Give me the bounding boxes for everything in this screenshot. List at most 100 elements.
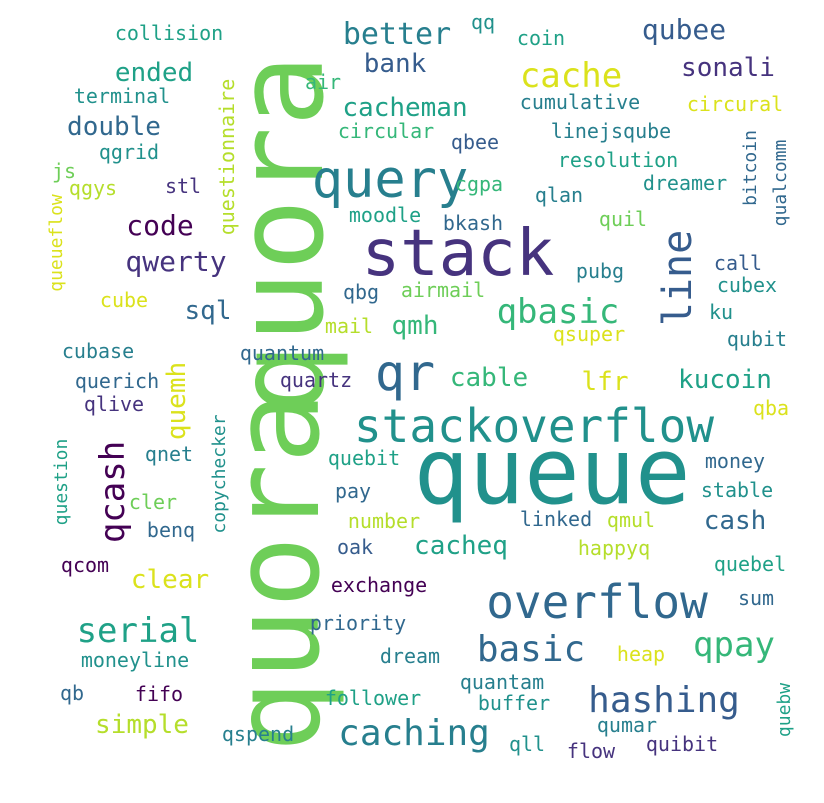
cloud-word: cumulative [519, 90, 641, 114]
cloud-word: dream [379, 644, 441, 668]
cloud-word: ku [708, 300, 734, 324]
cloud-word: buffer [477, 691, 551, 715]
cloud-word: qbg [342, 280, 380, 304]
cloud-word: stack [361, 217, 555, 291]
cloud-word: cable [449, 363, 529, 393]
cloud-word: qcom [60, 553, 110, 577]
cloud-word: qubee [641, 13, 727, 46]
cloud-word: collision [114, 21, 224, 45]
cloud-word: benq [146, 518, 196, 542]
cloud-word: ended [114, 58, 194, 88]
cloud-word: lfr [581, 367, 629, 397]
cloud-word: call [713, 251, 763, 275]
cloud-word: air [304, 70, 342, 94]
cloud-word: questionnaire [215, 78, 239, 236]
cloud-word: clear [130, 565, 210, 595]
cloud-word: quil [598, 207, 648, 231]
cloud-word: qcash [93, 440, 133, 544]
cloud-word: copychecker [209, 414, 230, 534]
cloud-word: airmail [400, 278, 486, 302]
cloud-word: quantum [239, 341, 325, 365]
cloud-word: cler [128, 490, 178, 514]
cloud-word: cacheman [342, 93, 468, 123]
cloud-word: cash [703, 506, 767, 536]
cloud-word: dreamer [642, 171, 728, 195]
cloud-word: bkash [442, 211, 504, 235]
cloud-word: coin [516, 26, 566, 50]
cloud-word: queue [413, 418, 691, 525]
cloud-word: queueflow [46, 194, 67, 292]
cloud-word: qmh [391, 311, 439, 341]
cloud-word: stackoverflow [353, 399, 715, 453]
cloud-word: priority [309, 611, 407, 635]
cloud-word: quibit [645, 732, 719, 756]
cloud-word: terminal [73, 84, 171, 108]
cloud-word: qgys [68, 176, 118, 200]
cloud-word: cache [519, 56, 623, 96]
cloud-word: qll [508, 732, 546, 756]
cloud-word: qlive [83, 392, 145, 416]
cloud-word: moneyline [80, 648, 190, 672]
cloud-word: linejsqube [550, 119, 672, 143]
cloud-word: quemh [162, 361, 192, 441]
cloud-word: sonali [681, 53, 775, 83]
cloud-word: exchange [330, 573, 428, 597]
cloud-word: linked [519, 507, 593, 531]
cloud-word: quora [208, 391, 347, 753]
cloud-word: simple [95, 710, 189, 740]
cloud-word: money [704, 449, 766, 473]
cloud-word: flow [566, 739, 616, 763]
cloud-word: js [51, 159, 77, 183]
cloud-word: qmul [606, 508, 656, 532]
cloud-word: hashing [588, 680, 740, 721]
cloud-word: overflow [486, 575, 708, 629]
cloud-word: quartz [279, 368, 353, 392]
cloud-word: better [342, 17, 452, 52]
cloud-word: qualcomm [770, 139, 791, 227]
cloud-word: qbee [450, 130, 500, 154]
cloud-word: resolution [557, 148, 679, 172]
cloud-word: qlan [534, 183, 584, 207]
cloud-word: stable [700, 478, 774, 502]
cloud-word: circular [337, 119, 435, 143]
cloud-word: sql [184, 296, 232, 326]
cloud-word: happyq [577, 536, 651, 560]
cloud-word: number [347, 509, 421, 533]
cloud-word: pay [334, 479, 372, 503]
cloud-word: mail [324, 314, 374, 338]
cloud-word: follower [324, 686, 422, 710]
cloud-word: qubit [726, 327, 788, 351]
cloud-word: query [311, 150, 469, 210]
cloud-word: bank [363, 49, 427, 79]
cloud-word: qbasic [496, 292, 620, 332]
cloud-word: caching [338, 713, 490, 754]
cloud-word: qba [752, 396, 790, 420]
cloud-word: pubg [575, 259, 625, 283]
cloud-word: circural [686, 92, 784, 116]
cloud-word: querich [74, 369, 160, 393]
cloud-word: bitcoin [740, 130, 761, 206]
cloud-word: cube [99, 288, 149, 312]
cloud-word: qpay [693, 625, 775, 665]
cloud-word: quantam [459, 670, 545, 694]
cloud-word: moodle [348, 203, 422, 227]
cloud-word: sum [737, 586, 775, 610]
cloud-word: qnet [144, 442, 194, 466]
cloud-word: quebw [774, 682, 795, 738]
cloud-word: qb [59, 681, 85, 705]
cloud-word: oak [336, 535, 374, 559]
cloud-word: qq [470, 10, 496, 34]
cloud-word: qgrid [98, 140, 160, 164]
cloud-word: double [67, 112, 161, 142]
cloud-word: line [655, 229, 701, 327]
cloud-word: qspend [221, 722, 295, 746]
cloud-word: cubex [716, 273, 778, 297]
cloud-word: qwerty [125, 245, 227, 278]
cloud-word: cubase [61, 339, 135, 363]
cloud-word: stl [164, 174, 202, 198]
cloud-word: cgpa [454, 172, 504, 196]
cloud-word: code [126, 209, 194, 242]
cloud-word: question [51, 438, 72, 526]
cloud-word: qr [374, 344, 436, 402]
